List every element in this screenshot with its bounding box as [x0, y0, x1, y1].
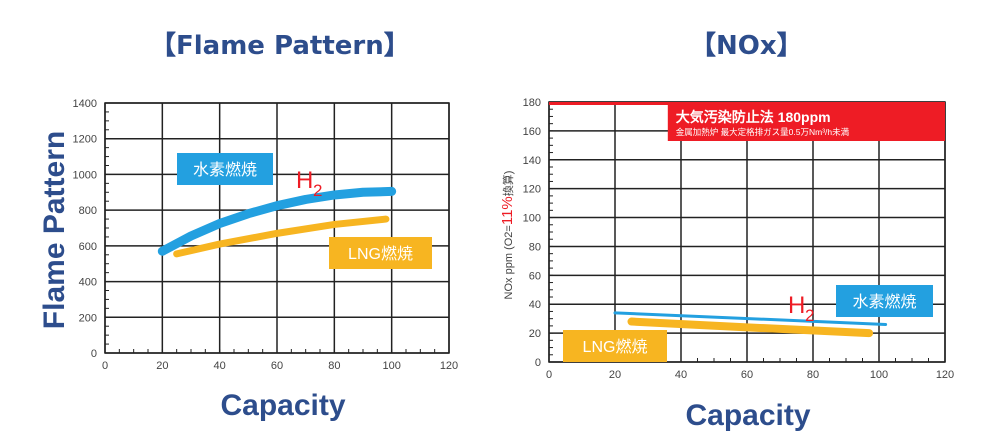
y-tick-label: 140 — [523, 155, 541, 167]
y-tick-label: 80 — [529, 241, 541, 253]
y-tick-label: 160 — [523, 126, 541, 138]
y-tick-label: 120 — [523, 184, 541, 196]
legend-h2-box — [177, 153, 273, 185]
limit-label: 大気汚染防止法 180ppm — [676, 109, 831, 125]
h2-tag-subscript: 2 — [313, 181, 322, 200]
y-tick-label: 1000 — [73, 169, 97, 181]
x-axis-label: Capacity — [220, 389, 345, 422]
series-line-h2 — [157, 186, 397, 256]
x-tick-label: 60 — [271, 360, 283, 372]
y-tick-label: 20 — [529, 328, 541, 340]
x-tick-label: 80 — [328, 360, 340, 372]
y-tick-label: 180 — [523, 97, 541, 109]
x-axis-label: Capacity — [685, 399, 810, 432]
limit-banner — [667, 102, 945, 141]
y-axis-label: NOx ppm (O2=11%換算) — [499, 171, 516, 300]
legend-lng-box — [563, 330, 667, 362]
series-line-lng — [173, 215, 390, 258]
y-tick-label: 200 — [79, 312, 97, 324]
legend-h2-label: 水素燃焼 — [852, 293, 916, 311]
y-tick-label: 1200 — [73, 134, 97, 146]
chart-title-flame: 【Flame Pattern】 — [150, 31, 410, 61]
x-tick-label: 100 — [382, 360, 400, 372]
y-axis-label: Flame Pattern — [38, 131, 71, 329]
x-tick-label: 20 — [156, 360, 168, 372]
x-tick-label: 80 — [807, 369, 819, 381]
y-tick-label: 40 — [529, 299, 541, 311]
x-tick-label: 60 — [741, 369, 753, 381]
y-tick-label: 0 — [535, 357, 541, 369]
legend-lng-box — [329, 237, 432, 269]
y-tick-label: 100 — [523, 213, 541, 225]
x-tick-label: 0 — [546, 369, 552, 381]
h2-tag: H — [296, 167, 313, 194]
y-tick-label: 1400 — [73, 98, 97, 110]
y-tick-label: 800 — [79, 205, 97, 217]
legend-lng-label: LNG燃焼 — [348, 245, 413, 263]
h2-tag-subscript: 2 — [805, 306, 814, 325]
x-tick-label: 100 — [870, 369, 888, 381]
x-tick-label: 20 — [609, 369, 621, 381]
x-tick-label: 120 — [936, 369, 954, 381]
x-tick-label: 40 — [675, 369, 687, 381]
legend-lng-label: LNG燃焼 — [583, 338, 648, 356]
limit-note: 金属加熱炉 最大定格排ガス量0.5万Nm³/h未満 — [676, 127, 850, 137]
x-tick-label: 120 — [440, 360, 458, 372]
x-tick-label: 40 — [214, 360, 226, 372]
chart-title-nox: 【NOx】 — [690, 31, 803, 61]
y-tick-label: 60 — [529, 270, 541, 282]
y-tick-label: 600 — [79, 241, 97, 253]
legend-h2-label: 水素燃焼 — [193, 161, 257, 179]
y-tick-label: 0 — [91, 348, 97, 360]
legend-h2-box — [836, 285, 933, 317]
x-tick-label: 0 — [102, 360, 108, 372]
y-tick-label: 400 — [79, 277, 97, 289]
series-line-lng — [627, 317, 874, 338]
h2-tag: H — [788, 292, 805, 319]
series-line-h2 — [613, 311, 888, 326]
